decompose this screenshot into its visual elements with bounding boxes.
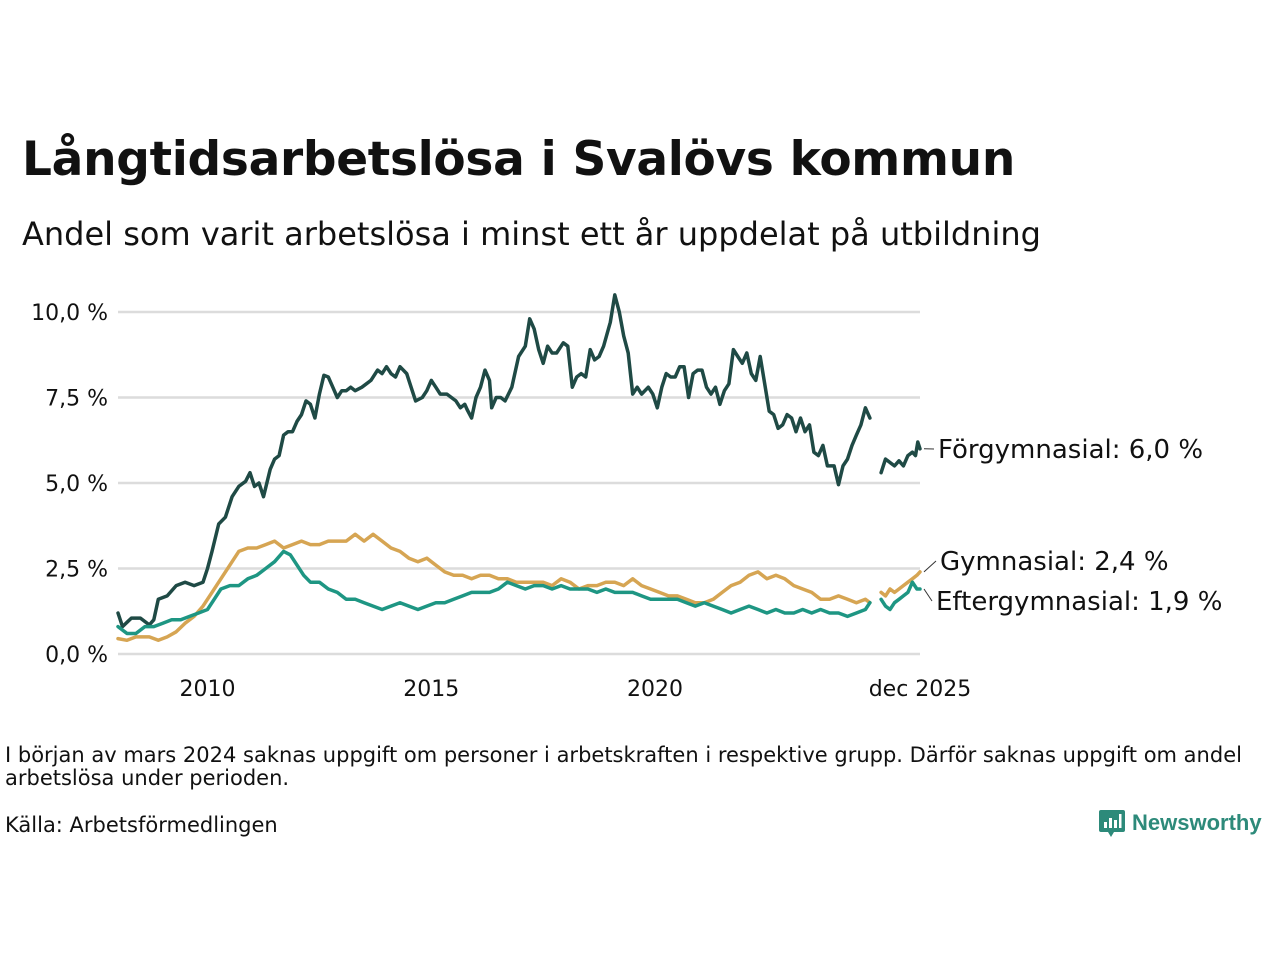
x-tick-label: 2010 (180, 677, 236, 702)
x-axis: 2010 2015 2020 dec 2025 (180, 677, 972, 702)
x-tick-label: 2015 (403, 677, 459, 702)
brand-name: Newsworthy (1132, 810, 1262, 835)
line-chart: 0,0 % 2,5 % 5,0 % 7,5 % 10,0 % 2010 2015 2020 d… (31, 293, 1222, 702)
y-tick-label: 2,5 % (45, 558, 108, 583)
y-axis: 0,0 % 2,5 % 5,0 % 7,5 % 10,0 % (31, 301, 108, 668)
x-tick-label: dec 2025 (869, 677, 972, 702)
grid-lines (118, 310, 920, 656)
chart-title: Långtidsarbetslösa i Svalövs kommun (22, 132, 1015, 187)
x-tick-label: 2020 (627, 677, 683, 702)
y-tick-label: 5,0 % (45, 472, 108, 497)
series-line-förgymnasial (116, 293, 922, 629)
y-tick-label: 7,5 % (45, 387, 108, 412)
footnote: I början av mars 2024 saknas uppgift om … (5, 743, 1242, 790)
bar-chart-icon (1099, 810, 1125, 837)
newsworthy-logo[interactable]: Newsworthy (1098, 808, 1262, 838)
y-tick-label: 0,0 % (45, 643, 108, 668)
leader-line (923, 588, 933, 602)
series-line-gymnasial (116, 532, 922, 643)
chart-subtitle: Andel som varit arbetslösa i minst ett å… (22, 215, 1041, 253)
series-line-eftergymnasial (116, 549, 922, 636)
series-lines (116, 293, 922, 643)
source-label: Källa: Arbetsförmedlingen (5, 813, 278, 837)
y-tick-label: 10,0 % (31, 301, 108, 326)
end-label-gymnasial: Gymnasial: 2,4 % (940, 547, 1169, 577)
end-label-eftergymnasial: Eftergymnasial: 1,9 % (936, 587, 1222, 617)
end-label-förgymnasial: Förgymnasial: 6,0 % (938, 435, 1203, 465)
leader-line (923, 560, 937, 573)
series-end-labels: Förgymnasial: 6,0 % Gymnasial: 2,4 % Efter… (923, 435, 1222, 617)
